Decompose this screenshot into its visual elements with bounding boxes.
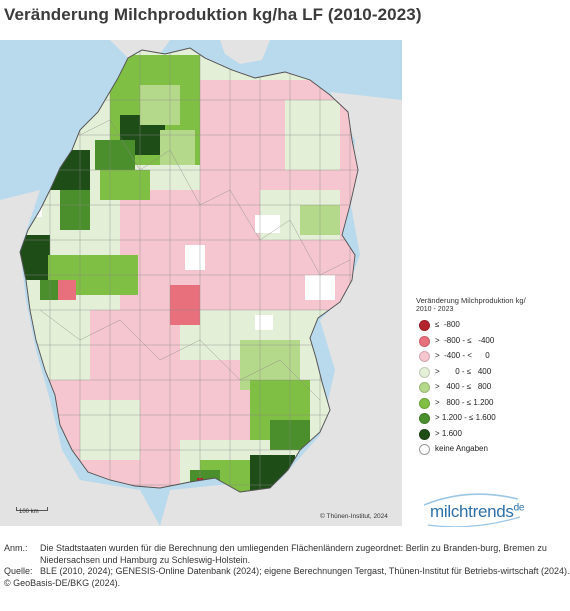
note-anm-key: Anm.: [4,543,28,553]
legend-label: > 400 - ≤ 800 [435,382,492,391]
note-copyright: © GeoBasis-DE/BKG (2024). [4,577,121,588]
legend-swatch [419,428,430,440]
district-borders [20,48,358,492]
region-luebeck-green[interactable] [160,130,195,165]
legend-label: > -800 - ≤ -400 [435,335,495,345]
legend-label: > 1.600 [435,428,462,438]
region-mecklenburg-green[interactable] [140,85,180,125]
neighbor-land-east [160,92,402,526]
legend-label: > 1.200 - ≤ 1.600 [435,413,496,422]
region-no-data-hamburg[interactable] [185,245,205,270]
legend-label: > 800 - ≤ 1.200 [435,397,494,407]
legend-swatch [419,382,430,393]
legend-item: > 1.200 - ≤ 1.600 [416,412,566,428]
region-hessen-red[interactable] [170,285,200,325]
region-dithmarschen[interactable] [95,140,135,170]
note-quelle-key: Quelle: [4,566,33,576]
region-cuxhaven[interactable] [100,170,150,200]
scale-bar-label: 100 km [19,509,39,515]
region-emsland[interactable] [60,190,90,230]
scale-bar [16,507,48,511]
legend-swatch [419,444,430,455]
legend-swatch [419,351,430,362]
legend-swatch [419,413,430,424]
legend-item: keine Angaben [416,443,566,459]
note-anm-text: Die Stadtstaaten wurden für die Berechnu… [40,543,547,565]
map-title: Veränderung Milchproduktion kg/ha LF (20… [4,5,422,24]
legend-item: ≤ -800 [416,319,566,335]
legend-subtitle: 2010 - 2023 [416,306,454,313]
legend-swatch [419,397,430,409]
logo-arc [423,493,521,528]
map-copyright: © Thünen-Institut, 2024 [320,513,388,520]
legend-swatch [419,320,430,331]
milchtrends-logo: milchtrendsde [418,491,526,528]
legend-item: > 400 - ≤ 800 [416,381,566,397]
legend-item: > 800 - ≤ 1.200 [416,397,566,413]
legend-items: ≤ -800 > -800 - ≤ -400 > -400 - < 0 > 0 - ≤… [416,319,566,459]
legend-swatch [419,335,430,347]
legend-swatch [419,366,430,378]
legend-item: > 0 - ≤ 400 [416,366,566,382]
legend-item: > -800 - ≤ -400 [416,335,566,351]
choropleth-map[interactable] [0,40,402,526]
denmark-land [110,40,170,58]
logo-main-text: milchtrends [430,502,514,521]
logo-text: milchtrendsde [430,502,524,522]
legend-item: > -400 - < 0 [416,350,566,366]
region-nrw-red[interactable] [58,280,76,300]
note-anm: Anm.: Die Stadtstaaten wurden für die Be… [0,543,570,566]
note-quelle: Quelle: BLE (2010, 2024); GENESIS-Online… [0,566,570,578]
legend-label: keine Angaben [435,444,488,453]
footnotes: Anm.: Die Stadtstaaten wurden für die Be… [0,543,570,589]
legend-title: Veränderung Milchproduktion kg/ [416,296,526,305]
region-no-data-thuringia[interactable] [255,315,273,330]
germany-border-line [19,47,359,493]
danish-island [220,40,270,64]
neighbor-land-west [0,190,160,526]
region-niederrhein[interactable] [20,235,50,280]
region-no-data-brandenburg[interactable] [255,215,280,233]
map-panel[interactable] [0,40,402,526]
map-legend: Veränderung Milchproduktion kg/ 2010 - 2… [416,296,566,459]
logo-suffix: de [513,502,525,514]
legend-item: > 1.600 [416,428,566,444]
legend-label: > -400 - < 0 [435,351,490,360]
legend-label: ≤ -800 [435,320,460,329]
legend-label: > 0 - ≤ 400 [435,366,492,376]
note-quelle-text: BLE (2010, 2024); GENESIS-Online Datenba… [40,566,570,576]
